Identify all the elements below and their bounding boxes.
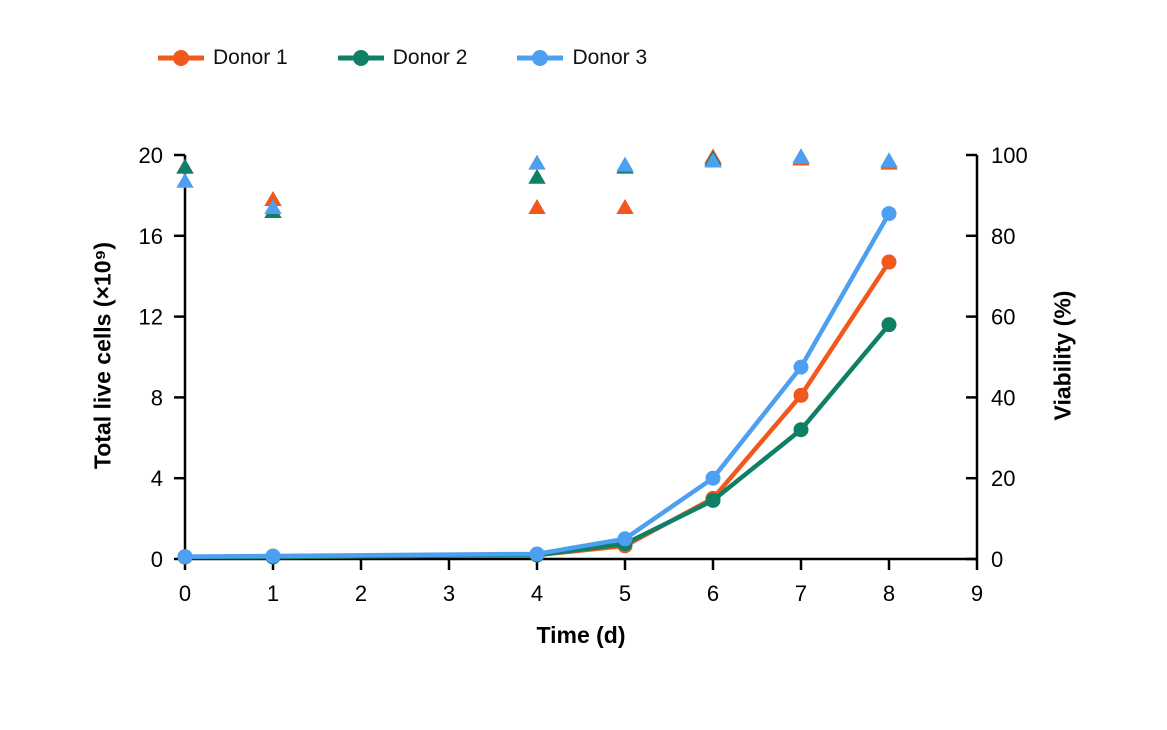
y-axis-left: 0 4 8 12 16 20 — [139, 143, 187, 572]
cell-count-marker-donor-3 — [705, 470, 721, 486]
y-right-tick-label: 60 — [991, 305, 1015, 330]
x-tick-label: 9 — [971, 581, 983, 606]
x-tick-label: 7 — [795, 581, 807, 606]
x-tick-label: 4 — [531, 581, 543, 606]
series-donor-1 — [177, 254, 897, 565]
cell-count-marker-donor-2 — [705, 492, 721, 508]
x-tick-label: 6 — [707, 581, 719, 606]
y-left-tick-label: 20 — [139, 143, 163, 168]
viability-marker-donor-3 — [616, 156, 634, 172]
cell-count-marker-donor-2 — [793, 422, 809, 438]
x-tick-label: 0 — [179, 581, 191, 606]
x-tick-label: 2 — [355, 581, 367, 606]
y-axis-right: 0 20 40 60 80 100 — [966, 143, 1028, 572]
viability-points-donor-3 — [176, 148, 898, 215]
cell-count-marker-donor-1 — [793, 387, 809, 403]
y-left-tick-label: 16 — [139, 224, 163, 249]
growth-line-donor-1 — [182, 259, 892, 560]
legend-item-donor-1: Donor 1 — [158, 46, 288, 70]
legend-label: Donor 3 — [572, 46, 648, 69]
series-donor-3 — [177, 206, 897, 565]
x-tick-label: 1 — [267, 581, 279, 606]
x-tick-label: 5 — [619, 581, 631, 606]
legend-label: Donor 2 — [392, 46, 468, 69]
donor-1-line-marker-icon — [158, 50, 204, 66]
growth-line-donor-2 — [182, 322, 892, 560]
y-left-tick-label: 0 — [151, 547, 163, 572]
chart-legend: Donor 1 Donor 2 Donor 3 — [158, 46, 647, 70]
cell-count-marker-donor-3 — [881, 206, 897, 222]
viability-marker-donor-3 — [792, 148, 810, 164]
y-left-tick-label: 12 — [139, 305, 163, 330]
y-left-tick-label: 4 — [151, 466, 163, 491]
cell-count-marker-donor-3 — [617, 531, 633, 547]
y-axis-right-title: Viability (%) — [1049, 290, 1076, 421]
cell-count-marker-donor-3 — [529, 546, 545, 562]
viability-marker-donor-3 — [528, 154, 546, 170]
donor-2-line-marker-icon — [337, 50, 384, 66]
cell-count-marker-donor-3 — [265, 548, 281, 564]
viability-marker-donor-2 — [176, 158, 194, 174]
cell-count-marker-donor-3 — [793, 359, 809, 375]
y-right-tick-label: 40 — [991, 385, 1015, 410]
series-donor-2 — [177, 317, 897, 565]
y-right-tick-label: 80 — [991, 224, 1015, 249]
viability-marker-donor-2 — [528, 168, 546, 184]
viability-marker-donor-3 — [176, 172, 194, 188]
viability-marker-donor-3 — [880, 152, 898, 168]
cell-count-marker-donor-3 — [177, 549, 193, 565]
y-right-tick-label: 0 — [991, 547, 1003, 572]
legend-item-donor-3: Donor 3 — [517, 46, 647, 70]
x-tick-label: 3 — [443, 581, 455, 606]
x-axis: 0 1 2 3 4 5 6 7 8 9 — [179, 557, 983, 606]
growth-line-donor-3 — [182, 211, 892, 559]
cell-count-marker-donor-1 — [881, 254, 897, 270]
y-left-tick-label: 8 — [151, 385, 163, 410]
x-tick-label: 8 — [883, 581, 895, 606]
y-right-tick-label: 100 — [991, 143, 1028, 168]
y-axis-left-title: Total live cells (×10⁹) — [89, 241, 116, 470]
viability-marker-donor-3 — [264, 199, 282, 215]
legend-label: Donor 1 — [213, 46, 288, 69]
viability-marker-donor-1 — [528, 199, 546, 215]
x-axis-title: Time (d) — [536, 622, 626, 648]
viability-marker-donor-1 — [616, 199, 634, 215]
y-right-tick-label: 20 — [991, 466, 1015, 491]
donor-3-line-marker-icon — [517, 50, 564, 66]
viability-marker-donor-3 — [704, 152, 722, 168]
cell-count-marker-donor-2 — [881, 317, 897, 333]
viability-marker-donor-1 — [264, 190, 282, 206]
legend-item-donor-2: Donor 2 — [337, 46, 468, 70]
